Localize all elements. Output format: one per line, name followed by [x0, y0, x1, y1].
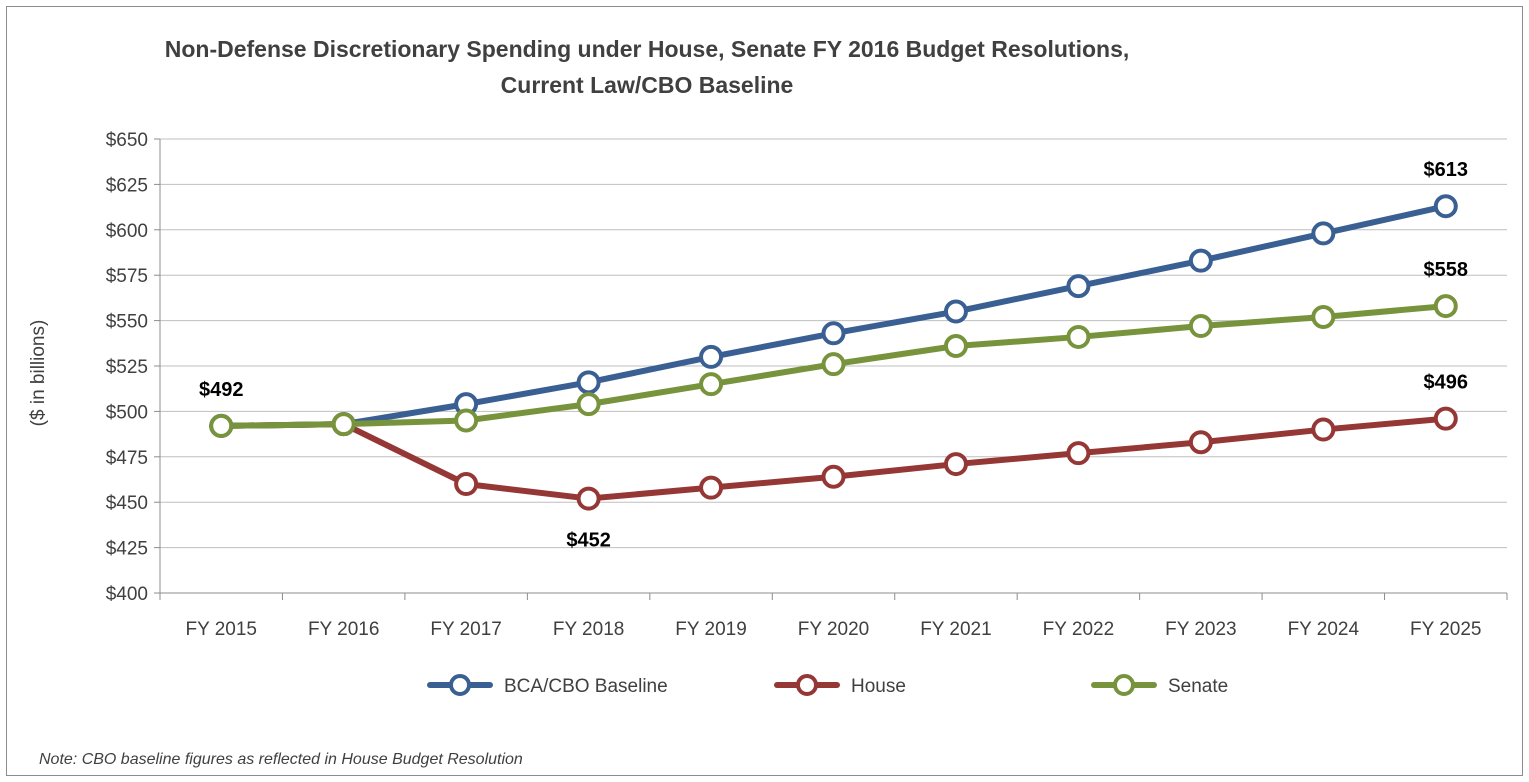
data-point [454, 472, 479, 497]
chart-title: Non-Defense Discretionary Spending under… [165, 36, 1130, 98]
x-tick-label: FY 2016 [308, 619, 379, 640]
data-point [1433, 406, 1458, 431]
legend-swatch-marker [449, 674, 471, 696]
y-tick-label: $525 [106, 357, 148, 378]
legend-label: Senate [1168, 676, 1228, 697]
series-lines [209, 194, 1458, 511]
data-point [1188, 314, 1213, 339]
data-point [331, 412, 356, 437]
x-tick-label: FY 2022 [1043, 619, 1114, 640]
data-point [1066, 274, 1091, 299]
x-tick-label: FY 2020 [798, 619, 869, 640]
series-senate [209, 294, 1458, 438]
axes [154, 138, 1508, 600]
x-tick-labels: FY 2015 FY 2016 FY 2017 FY 2018 FY 2019 FY 20… [185, 619, 1481, 640]
data-point [699, 475, 724, 500]
data-point [943, 334, 968, 359]
data-point [1188, 430, 1213, 455]
data-label: $613 [1424, 159, 1469, 181]
legend-item: BCA/CBO Baseline [427, 674, 668, 697]
data-point [576, 370, 601, 395]
x-tick-label: FY 2023 [1165, 619, 1236, 640]
chart-frame: Non-Defense Discretionary Spending under… [6, 6, 1523, 776]
legend: BCA/CBO Baseline House Senate [427, 674, 1228, 697]
data-point [1433, 294, 1458, 319]
data-point [209, 413, 234, 438]
line-chart: Non-Defense Discretionary Spending under… [28, 36, 1508, 768]
data-point [699, 372, 724, 397]
y-axis-label: ($ in billions) [28, 320, 49, 427]
data-point [1066, 441, 1091, 466]
chart-note: Note: CBO baseline figures as reflected … [39, 751, 523, 768]
data-point [699, 344, 724, 369]
y-tick-label: $475 [106, 448, 148, 469]
data-point [1188, 248, 1213, 273]
y-tick-label: $450 [106, 493, 148, 514]
x-tick-label: FY 2017 [430, 619, 501, 640]
y-tick-label: $500 [106, 402, 148, 423]
data-point [1066, 324, 1091, 349]
data-label: $492 [199, 379, 244, 401]
data-point [576, 486, 601, 511]
data-labels: $492 $452 $613 $558 $496 [199, 159, 1468, 551]
x-tick-label: FY 2024 [1288, 619, 1360, 640]
data-point [943, 299, 968, 324]
legend-item: House [774, 674, 906, 697]
data-point [454, 408, 479, 433]
legend-swatch-marker [796, 674, 818, 696]
data-point [1311, 304, 1336, 329]
data-point [1311, 221, 1336, 246]
data-point [821, 321, 846, 346]
y-tick-label: $550 [106, 312, 148, 333]
data-point [821, 464, 846, 489]
legend-label: BCA/CBO Baseline [504, 676, 668, 697]
legend-swatch-marker [1113, 674, 1135, 696]
x-tick-label: FY 2021 [920, 619, 991, 640]
data-label: $558 [1424, 259, 1469, 281]
y-tick-labels: $400 $425 $450 $475 $500 $525 $550 $575 $600 $625… [106, 130, 148, 605]
data-point [821, 352, 846, 377]
y-tick-label: $650 [106, 130, 148, 151]
chart-title-line-2: Current Law/CBO Baseline [501, 72, 794, 98]
data-point [576, 392, 601, 417]
y-tick-label: $600 [106, 221, 148, 242]
legend-item: Senate [1091, 674, 1228, 697]
data-point [1311, 417, 1336, 442]
data-label: $496 [1424, 372, 1469, 394]
series-bca-cbo-baseline [209, 194, 1458, 438]
y-tick-label: $400 [106, 584, 148, 605]
x-tick-label: FY 2019 [675, 619, 746, 640]
data-label: $452 [566, 530, 611, 552]
data-point [943, 452, 968, 477]
data-point [1433, 194, 1458, 219]
y-tick-label: $425 [106, 539, 148, 560]
x-tick-label: FY 2015 [185, 619, 256, 640]
y-tick-label: $575 [106, 266, 148, 287]
y-tick-label: $625 [106, 175, 148, 196]
chart-title-line-1: Non-Defense Discretionary Spending under… [165, 36, 1130, 62]
series-line [218, 203, 1449, 429]
x-tick-label: FY 2025 [1410, 619, 1481, 640]
legend-label: House [851, 676, 906, 697]
x-tick-label: FY 2018 [553, 619, 624, 640]
